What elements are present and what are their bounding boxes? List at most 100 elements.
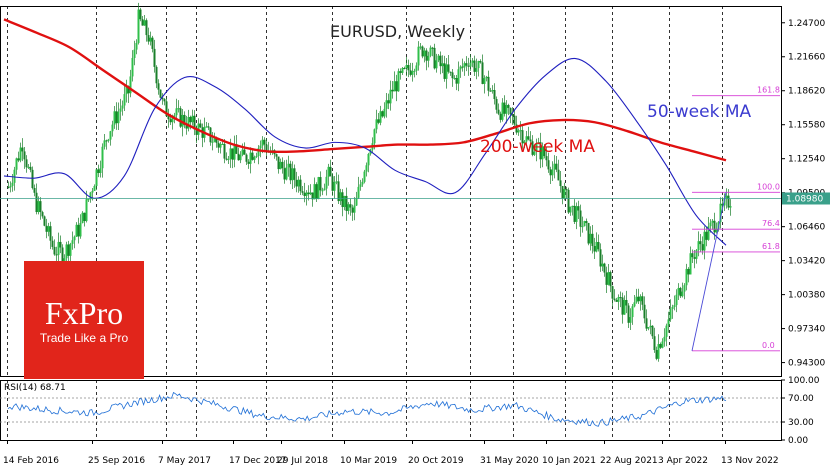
candle-body [459,66,462,70]
candle-body [583,221,586,227]
candle-body [689,253,692,275]
candle-body [451,72,454,79]
candle-body [483,78,486,84]
candle-body [673,305,676,308]
x-tick-label: 29 Jul 2018 [277,456,328,466]
candle-body [191,115,194,123]
candle-body [199,123,202,128]
ma50-line [3,57,727,246]
candle-body [205,126,208,128]
candle-body [489,90,492,92]
candle-body [67,244,70,256]
candle-body [359,184,362,187]
candle-body [431,47,434,49]
candle-body [65,244,68,259]
candle-body [559,180,562,187]
candle-body [41,212,44,217]
candle-body [651,325,654,337]
x-tick-label: 7 May 2017 [158,456,211,466]
candle-body [641,296,644,305]
candle-body [469,62,472,67]
candle-body [473,60,476,72]
candle-body [311,192,314,200]
candle-body [119,108,122,112]
candle-body [9,185,12,188]
candle-body [89,192,92,200]
candle-body [665,325,668,337]
candle-body [323,188,326,191]
candle-body [405,65,408,69]
candle-body [123,94,126,106]
candle-body [339,192,342,202]
candle-body [537,142,540,144]
candle-body [435,60,438,69]
candle-body [133,49,136,58]
candle-body [61,247,64,264]
candle-body [287,163,290,168]
candle-body [727,195,730,208]
candle-body [21,147,24,152]
candle-body [289,163,292,181]
candle-body [107,139,110,141]
candle-body [295,179,298,187]
candle-body [623,299,626,315]
y-tick-label: 1.18620 [788,87,825,97]
candle-body [177,108,180,110]
candle-body [277,156,280,170]
fxpro-logo: FxPro Trade Like a Pro [24,261,144,379]
candle-body [441,63,444,67]
x-tick-label: 10 Jan 2021 [542,456,596,466]
candle-body [625,299,628,306]
candle-body [49,226,52,241]
candle-body [609,272,612,287]
candle-body [613,298,616,300]
time-axis: 14 Feb 2016 25 Sep 2016 7 May 2017 17 Dec 2… [3,440,779,466]
candle-body [207,126,210,128]
candle-body [19,147,22,161]
candle-body [589,233,592,244]
candle-body [195,129,198,135]
candle-body [103,140,106,147]
candle-body [219,144,222,148]
candle-body [291,168,294,181]
candle-body [481,62,484,84]
candle-body [653,336,656,351]
candle-body [315,184,318,200]
candle-body [121,105,124,109]
candle-body [577,206,580,211]
candle-body [697,241,700,251]
candle-body [601,263,604,267]
candle-body [185,125,188,129]
candle-body [375,119,378,130]
candle-body [535,143,538,152]
candle-body [715,228,718,233]
candle-body [603,263,606,273]
candle-body [93,186,96,191]
candle-body [561,186,564,199]
candle-body [307,192,310,195]
candle-body [115,111,118,124]
y-tick-label: 1.15580 [788,121,825,131]
candle-body [671,307,674,310]
ma200-line [3,18,727,162]
candle-body [113,111,116,125]
candle-body [501,102,504,120]
candle-body [265,144,268,152]
y-tick-label: 1.06460 [788,223,825,233]
candle-body [27,166,30,168]
candle-body [357,186,360,198]
candle-body [383,108,386,117]
candle-body [69,243,72,256]
candle-body [139,9,142,20]
candle-body [523,141,526,144]
candle-body [37,201,40,213]
candle-body [85,199,88,222]
rsi-y-tick-label: 0.00 [788,436,808,446]
fib-level-label: 61.8 [762,242,780,251]
x-tick-label: 10 Mar 2019 [340,456,397,466]
candle-body [355,197,358,206]
candle-body [545,156,548,161]
candle-body [231,148,234,160]
candle-body [633,302,636,307]
